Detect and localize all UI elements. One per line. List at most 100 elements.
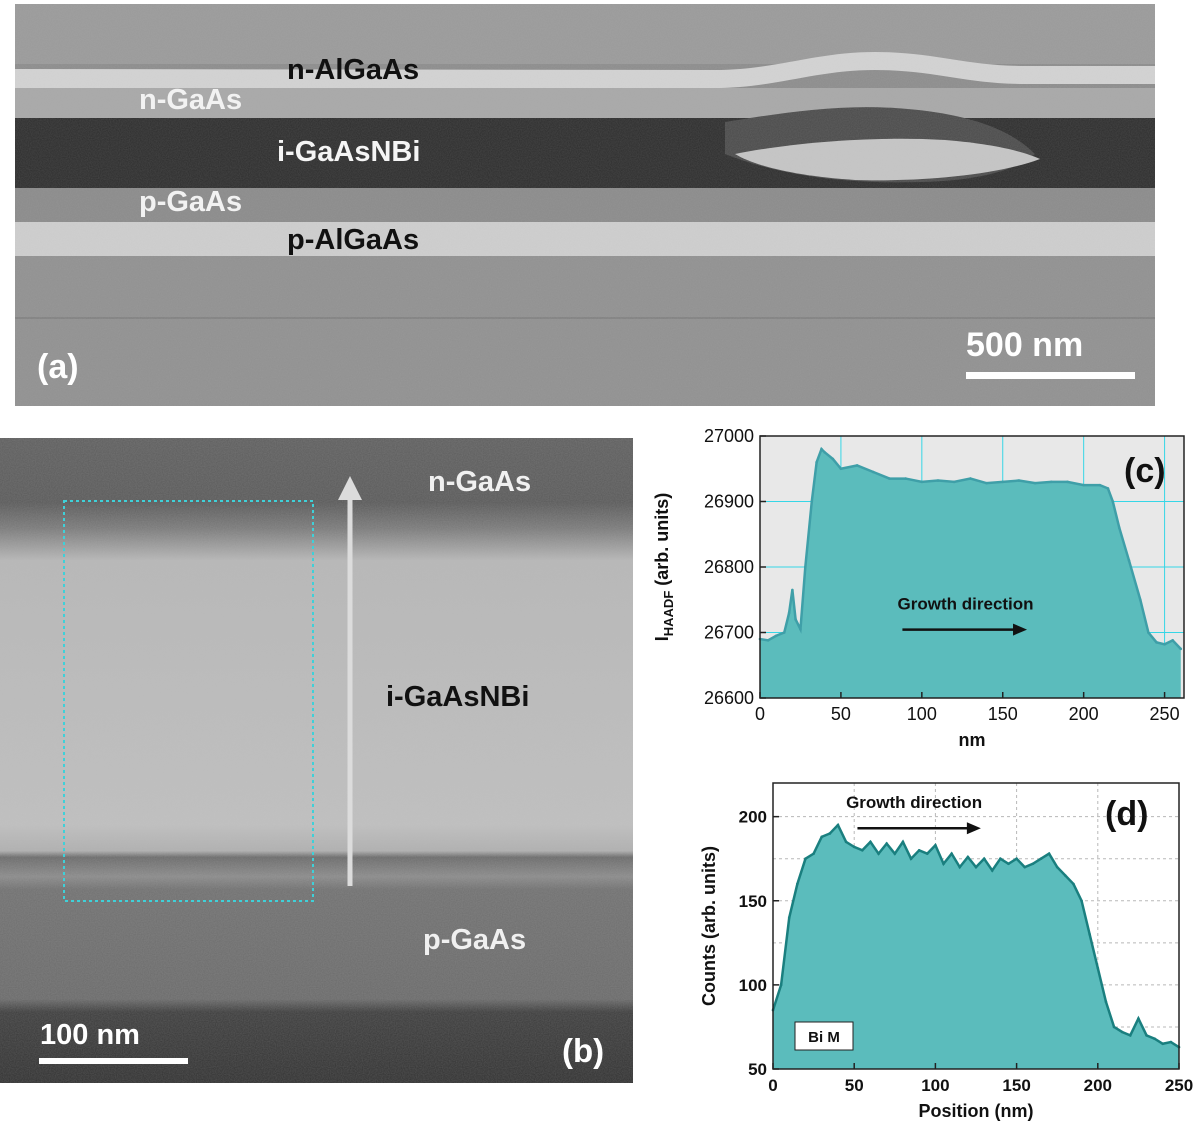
x-tick-label: 100: [921, 1076, 949, 1095]
x-tick-label: 200: [1084, 1076, 1112, 1095]
label-i-gaasnbi-b: i-GaAsNBi: [386, 681, 530, 713]
data-point: [974, 865, 978, 869]
panel-a-image: [15, 4, 1155, 406]
data-point: [990, 869, 994, 872]
panel-label-a: (a): [37, 348, 79, 386]
data-point: [869, 840, 872, 844]
data-point: [1120, 1030, 1124, 1034]
data-point: [820, 835, 824, 839]
data-point: [1031, 862, 1035, 866]
growth-arrow-head-b: [338, 476, 362, 500]
data-point: [852, 845, 856, 849]
data-point: [812, 852, 815, 855]
data-point: [969, 477, 972, 480]
data-point: [1080, 899, 1083, 903]
data-point: [774, 634, 778, 638]
data-point: [1001, 480, 1005, 484]
data-point: [1111, 500, 1115, 503]
data-point: [823, 451, 827, 454]
scale-bar-b: [39, 1058, 188, 1064]
legend-label: Bi M: [808, 1029, 840, 1046]
data-point: [1072, 882, 1075, 886]
x-tick-label: 200: [1069, 704, 1099, 724]
y-tick-label: 26700: [704, 623, 754, 643]
y-tick-label: 26800: [704, 557, 754, 577]
label-i-gaasnbi-a: i-GaAsNBi: [277, 136, 421, 168]
data-point: [794, 618, 797, 621]
label-p-algaas: p-AlGaAs: [287, 224, 420, 256]
x-tick-label: 150: [1002, 1076, 1030, 1095]
data-point: [1064, 874, 1067, 877]
y-axis-label: IHAADF (arb. units): [652, 493, 676, 642]
scale-bar-a: [966, 372, 1135, 379]
x-tick-label: 50: [831, 704, 851, 724]
data-point: [1023, 865, 1027, 869]
x-tick-label: 250: [1165, 1076, 1193, 1095]
data-point: [796, 882, 799, 886]
data-point: [952, 480, 956, 484]
data-point: [1015, 857, 1018, 861]
data-point: [1147, 631, 1150, 634]
data-point: [1128, 1034, 1132, 1037]
data-point: [1039, 857, 1043, 861]
data-point: [1137, 1017, 1140, 1020]
data-point: [1104, 1000, 1108, 1004]
data-point: [877, 852, 880, 855]
data-point: [799, 627, 802, 631]
x-tick-label: 250: [1150, 704, 1180, 724]
plot-frame: [772, 782, 1180, 1070]
data-point: [909, 857, 913, 861]
data-point: [999, 857, 1002, 861]
panel-label: (d): [1105, 795, 1148, 833]
data-point: [1066, 480, 1069, 484]
data-point: [828, 832, 832, 835]
data-point: [804, 857, 807, 861]
data-point: [1047, 852, 1051, 855]
data-point: [1033, 481, 1037, 485]
data-point: [1096, 966, 1100, 970]
data-point: [936, 479, 940, 482]
data-point: [1017, 479, 1021, 482]
data-point: [779, 983, 783, 987]
data-point: [810, 500, 814, 503]
data-point: [1179, 647, 1183, 651]
data-point: [888, 477, 891, 480]
label-p-gaas-a: p-GaAs: [139, 186, 243, 218]
y-tick-label: 26900: [704, 492, 754, 512]
data-point: [1127, 559, 1131, 562]
data-point: [885, 842, 888, 845]
data-point: [787, 916, 791, 919]
x-tick-label: 150: [988, 704, 1018, 724]
growth-direction-label: Growth direction: [846, 793, 982, 812]
data-point: [1082, 483, 1085, 487]
data-point: [871, 470, 875, 474]
chart-c: 0 50 100 150 200 250 26600 26700 26800 26900 27000…: [652, 426, 1185, 750]
data-point: [839, 467, 843, 471]
y-tick-label: 26600: [704, 688, 754, 708]
data-point: [1171, 639, 1174, 642]
data-point: [904, 477, 907, 480]
data-point: [901, 840, 905, 844]
label-n-gaas-b: n-GaAs: [428, 466, 532, 498]
data-point: [1112, 1025, 1116, 1029]
data-area: [773, 825, 1179, 1069]
data-point: [1049, 480, 1053, 484]
data-point: [1161, 1042, 1165, 1046]
data-point: [1169, 1040, 1173, 1044]
data-point: [950, 852, 953, 855]
data-area: [760, 449, 1181, 698]
y-tick-label: 50: [748, 1060, 767, 1079]
data-point: [1055, 865, 1059, 869]
x-tick-label: 50: [845, 1076, 864, 1095]
data-point: [1145, 1034, 1148, 1037]
data-point: [893, 852, 897, 855]
panel-label: (c): [1124, 452, 1166, 490]
label-n-algaas: n-AlGaAs: [287, 54, 420, 86]
panel-b-micrograph: n-GaAs i-GaAsNBi p-GaAs 100 nm (b): [0, 438, 633, 1083]
panel-b-image: [0, 438, 633, 1083]
x-tick-label: 100: [907, 704, 937, 724]
analysis-region-box: [63, 500, 314, 902]
y-tick-label: 150: [739, 892, 767, 911]
data-point: [820, 447, 823, 451]
growth-direction-arrowhead: [1013, 623, 1028, 636]
